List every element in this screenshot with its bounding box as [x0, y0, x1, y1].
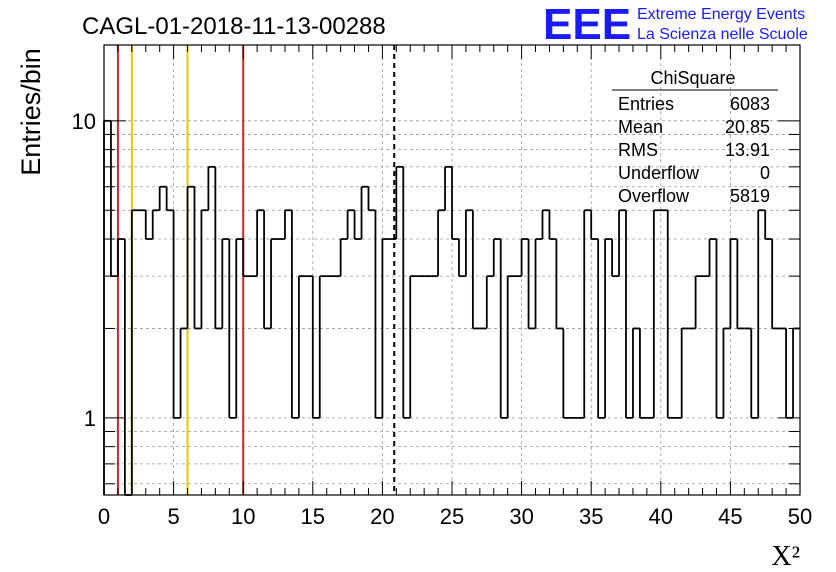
stats-label: Overflow	[618, 186, 690, 206]
stats-value: 13.91	[725, 140, 770, 160]
x-tick-label: 5	[167, 504, 179, 529]
stats-box: ChiSquare Entries 6083 Mean 20.85 RMS 13.91 Un…	[612, 68, 778, 206]
x-tick-label: 25	[440, 504, 464, 529]
y-tick-label: 1	[84, 406, 96, 431]
axis-ticks	[103, 45, 801, 495]
reference-lines	[116, 45, 396, 495]
eee-logo: EEE Extreme Energy Events La Scienza nel…	[543, 0, 808, 49]
stats-value: 5819	[730, 186, 770, 206]
grid	[104, 45, 800, 495]
logo-line-1: Extreme Energy Events	[637, 6, 805, 23]
stats-value: 0	[760, 163, 770, 183]
x-tick-label: 40	[649, 504, 673, 529]
x-tick-label: 10	[231, 504, 255, 529]
logo-mark: EEE	[543, 0, 631, 49]
histogram-series	[103, 119, 800, 496]
logo-line-2: La Scienza nelle Scuole	[637, 26, 808, 43]
stats-rows: Entries 6083 Mean 20.85 RMS 13.91 Underflow 0 Ov…	[618, 94, 770, 206]
stats-label: Underflow	[618, 163, 700, 183]
x-tick-label: 35	[579, 504, 603, 529]
stats-label: Entries	[618, 94, 674, 114]
stats-label: Mean	[618, 117, 663, 137]
stats-label: RMS	[618, 140, 658, 160]
x-tick-label: 30	[509, 504, 533, 529]
y-tick-label: 10	[72, 109, 96, 134]
x-tick-label: 0	[98, 504, 110, 529]
stats-value: 6083	[730, 94, 770, 114]
x-tick-label: 45	[718, 504, 742, 529]
y-axis-label: Entries/bin	[16, 48, 46, 176]
x-tick-label: 20	[370, 504, 394, 529]
stats-value: 20.85	[725, 117, 770, 137]
x-tick-label: 50	[788, 504, 812, 529]
stats-title: ChiSquare	[650, 68, 735, 88]
chart-title: CAGL-01-2018-11-13-00288	[82, 13, 386, 40]
x-tick-label: 15	[301, 504, 325, 529]
x-axis-label: X²	[771, 541, 800, 572]
tick-labels: 0 5 10 15 20 25 30 35 40 45 50 1 10	[72, 109, 813, 529]
